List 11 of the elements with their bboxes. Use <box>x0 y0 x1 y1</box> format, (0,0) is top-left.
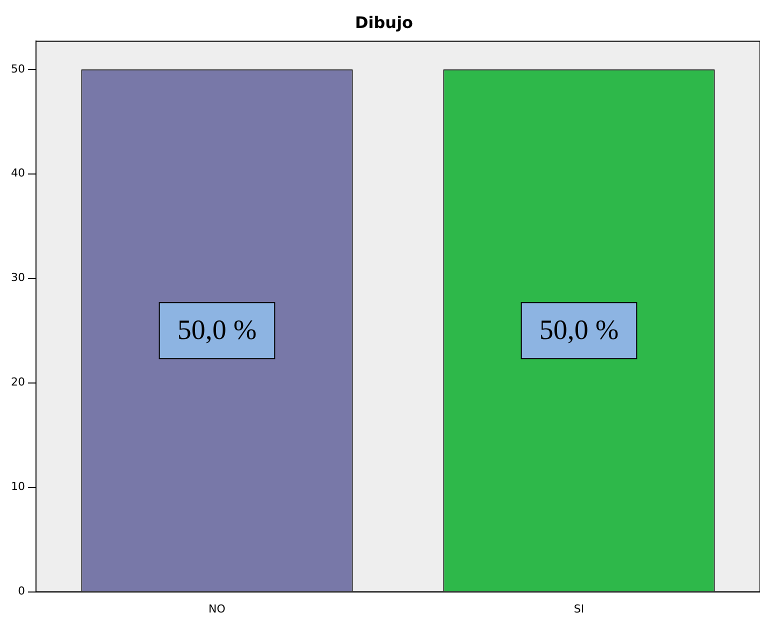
y-tick-label: 10 <box>10 480 25 494</box>
y-tick-label: 20 <box>10 376 25 389</box>
data-label: 50,0 % <box>539 314 619 346</box>
y-tick-label: 0 <box>18 584 25 598</box>
chart-title: Dibujo <box>354 12 414 32</box>
y-tick-label: 50 <box>10 62 25 76</box>
x-tick-label: NO <box>208 602 226 616</box>
data-label: 50,0 % <box>177 314 257 346</box>
y-tick-label: 40 <box>10 166 25 180</box>
x-tick-label: SI <box>574 602 584 616</box>
y-tick-label: 30 <box>10 271 25 284</box>
